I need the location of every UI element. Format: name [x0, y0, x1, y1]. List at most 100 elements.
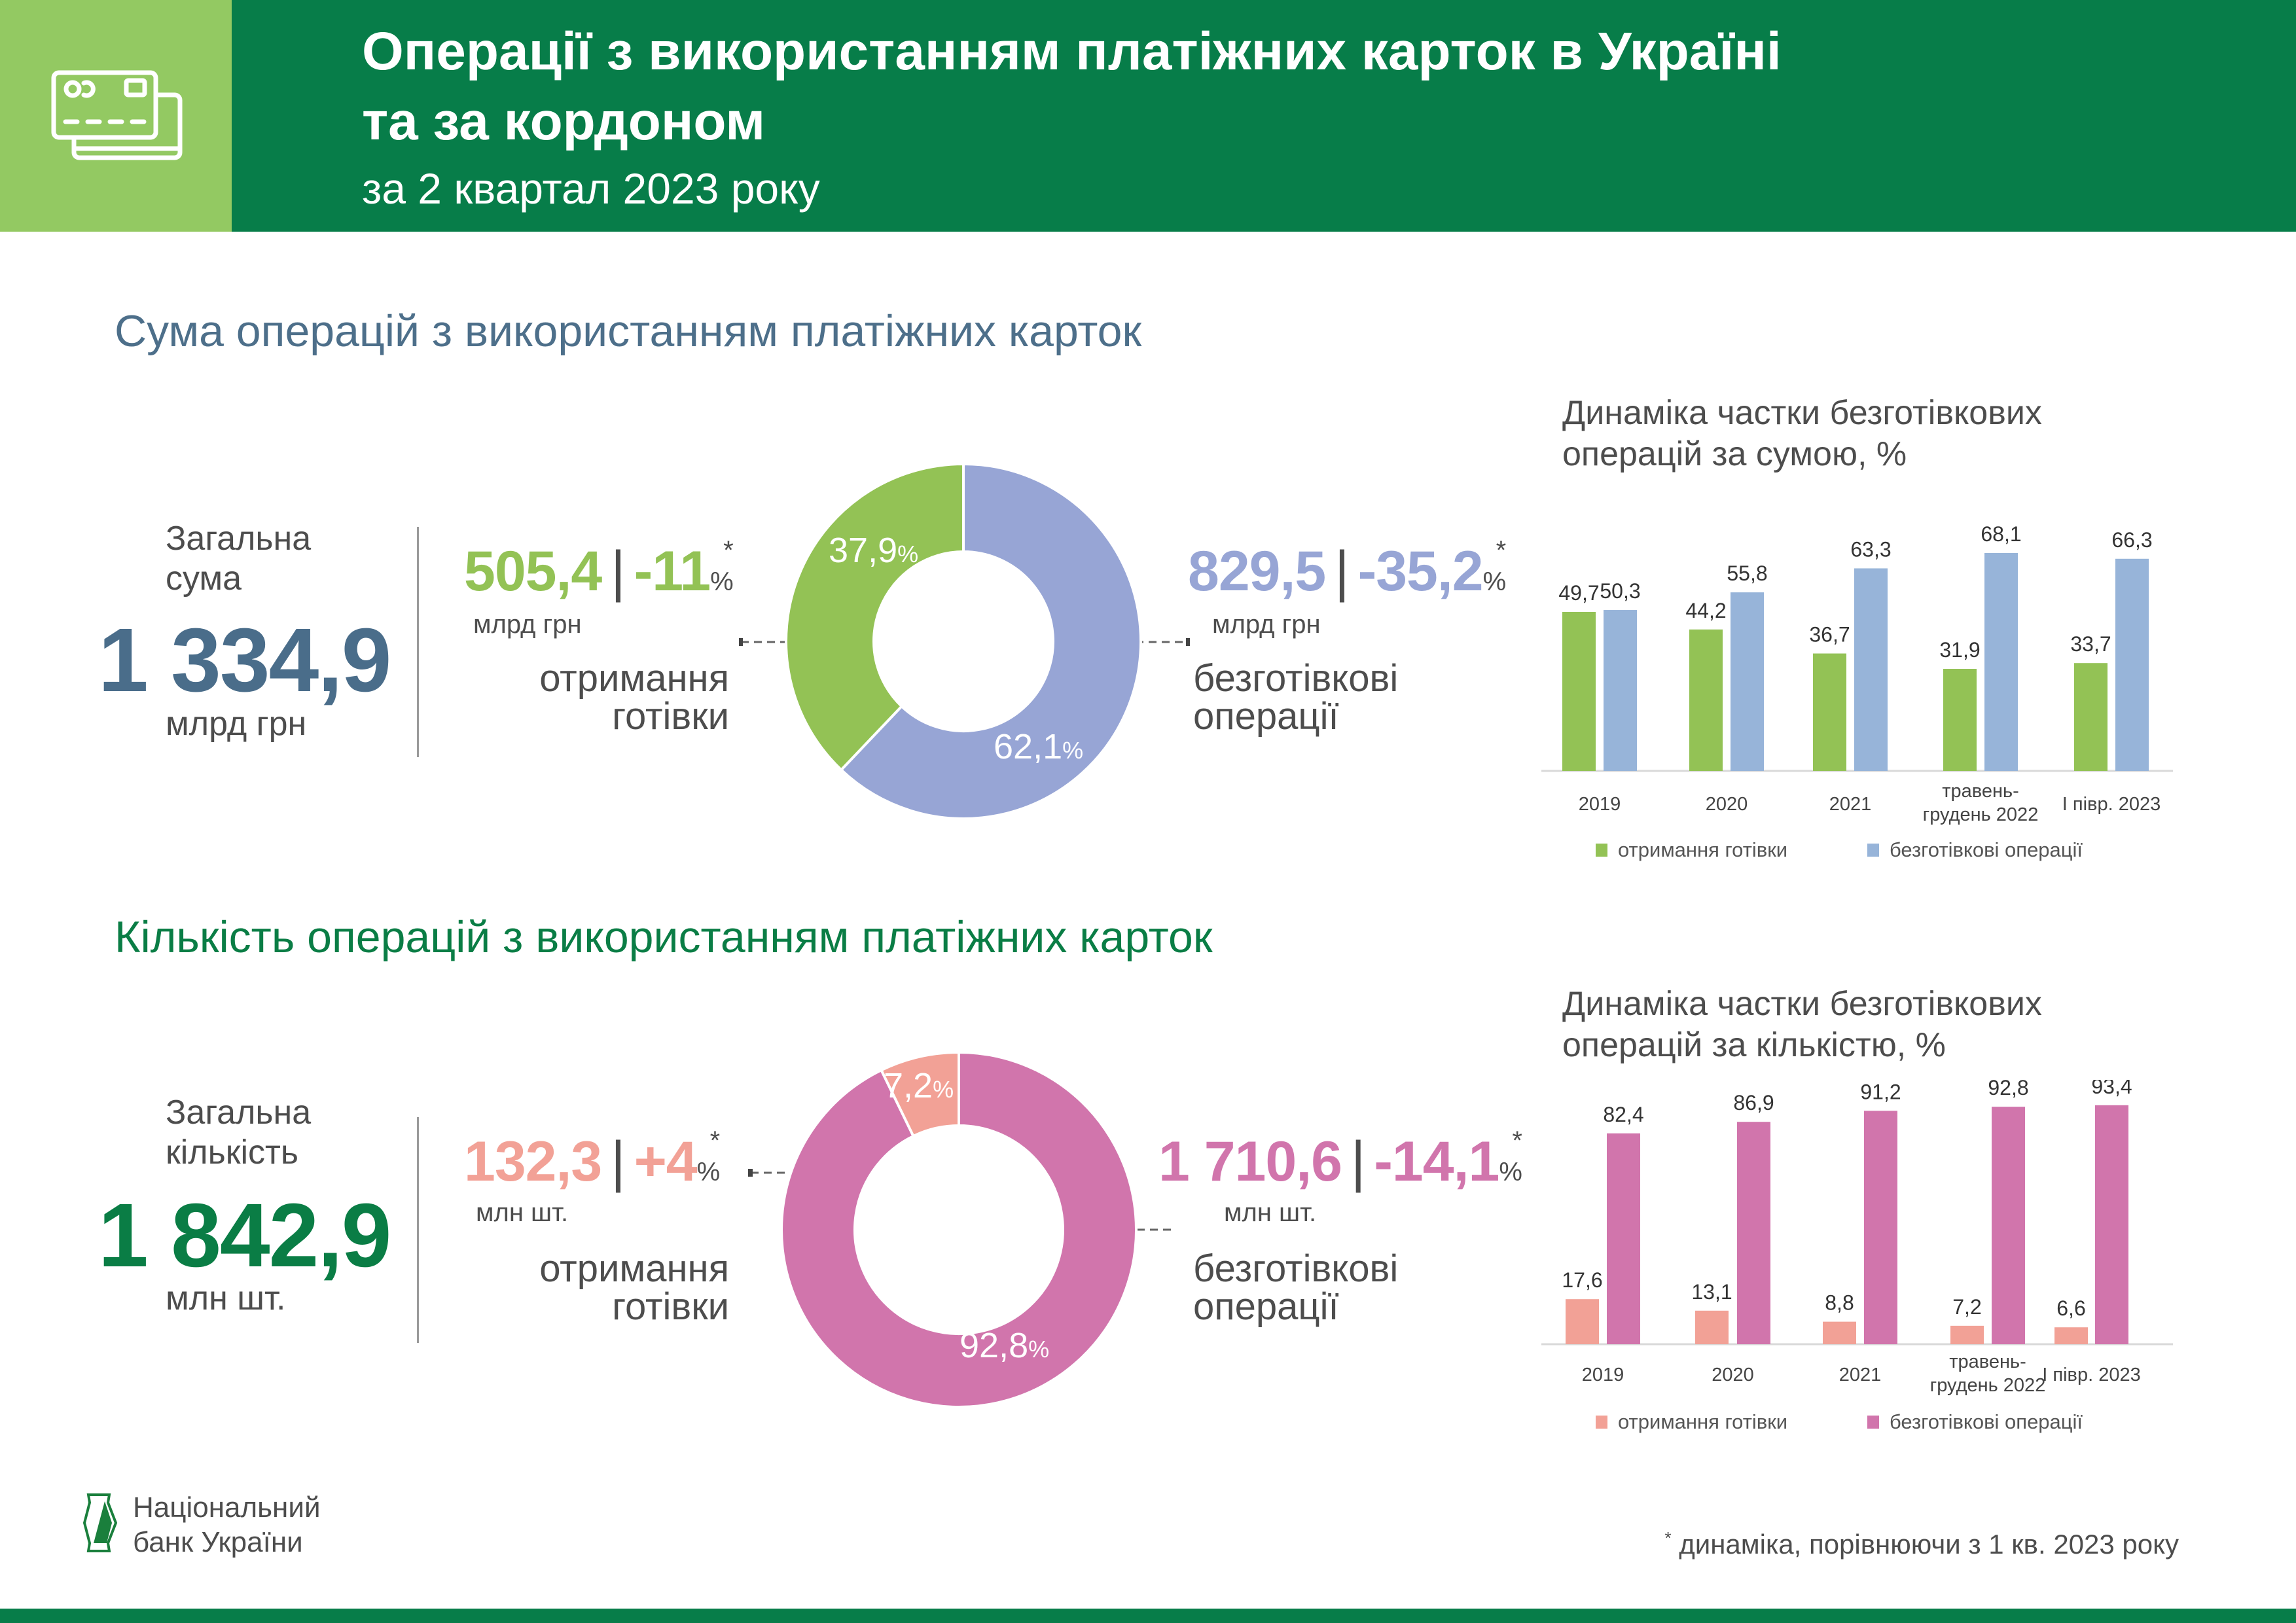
bar-value-label: 33,7 [2070, 632, 2111, 656]
count-donut-label-cash: 7,2% [884, 1066, 954, 1105]
count-bar-chart: 17,6 82,4 2019 13,1 86,9 2020 8,8 91,2 2021 7,2 92… [1541, 1080, 2173, 1433]
bar-2-1 [1864, 1111, 1897, 1344]
divider [417, 1117, 419, 1343]
sum-donut-chart [785, 462, 1142, 820]
x-tick-label: І півр. 2023 [2062, 794, 2161, 815]
bar-4-0 [2054, 1327, 2088, 1344]
page-title-line1: Операції з використанням платіжних карто… [362, 22, 1782, 81]
legend-swatch [1867, 844, 1879, 857]
x-tick-label: І півр. 2023 [2042, 1364, 2140, 1385]
bar-value-label: 49,7 [1558, 581, 1599, 605]
bar-value-label: 50,3 [1600, 579, 1640, 603]
bar-value-label: 44,2 [1685, 599, 1726, 622]
sum-total-unit: млрд грн [166, 705, 307, 743]
bar-value-label: 31,9 [1939, 638, 1980, 662]
sum-donut-label-cash: 37,9% [829, 531, 919, 570]
bar-2-0 [1813, 653, 1846, 771]
count-cashless-value: 1 710,6 [1158, 1130, 1342, 1193]
bar-1-0 [1689, 629, 1723, 771]
header-icon-panel [0, 0, 232, 232]
legend-swatch [1596, 1416, 1607, 1429]
logo-line1: Національний [133, 1491, 321, 1524]
header-banner [232, 0, 2296, 232]
count-bar-chart-title: Динаміка частки безготівкових операцій з… [1562, 985, 2042, 1065]
donut-slice-1 [780, 1050, 1138, 1408]
bar-1-0 [1695, 1310, 1729, 1344]
legend-label: безготівкові операції [1890, 838, 2083, 861]
x-tick-label: 2020 [1706, 794, 1748, 815]
count-total-value: 1 842,9 [98, 1185, 391, 1286]
count-cash-value: 132,3 [464, 1130, 602, 1193]
sum-section-heading: Сума операцій з використанням платіжних … [115, 306, 1142, 356]
bar-value-label: 68,1 [1981, 522, 2021, 546]
donut-slice-1 [839, 462, 1142, 820]
count-section-heading: Кількість операцій з використанням платі… [115, 912, 1213, 962]
bar-value-label: 91,2 [1860, 1080, 1901, 1103]
bar-value-label: 66,3 [2111, 528, 2152, 552]
count-cash-unit: млн шт. [476, 1198, 569, 1227]
count-cashless-unit: млн шт. [1224, 1198, 1317, 1227]
sum-cash-stat: 505,4 | -11% * [464, 536, 734, 603]
x-tick-label: 2021 [1829, 794, 1872, 815]
bar-1-1 [1737, 1122, 1770, 1344]
page-title-line2: та за кордоном [362, 92, 766, 151]
bar-value-label: 55,8 [1727, 562, 1767, 585]
x-tick-label: травень- [1949, 1351, 2026, 1372]
nbu-logo-icon [83, 1493, 118, 1552]
x-tick-label: грудень 2022 [1923, 804, 2039, 825]
bar-value-label: 36,7 [1809, 623, 1850, 647]
bar-value-label: 82,4 [1603, 1103, 1643, 1126]
bar-value-label: 63,3 [1850, 537, 1891, 561]
bar-2-0 [1823, 1321, 1856, 1344]
x-tick-label: травень- [1942, 781, 2019, 802]
credit-cards-icon [51, 70, 183, 160]
legend-swatch [1867, 1416, 1879, 1429]
bar-value-label: 7,2 [1952, 1295, 1981, 1319]
bar-value-label: 8,8 [1825, 1291, 1854, 1315]
bar-value-label: 6,6 [2056, 1296, 2085, 1320]
x-tick-label: 2019 [1579, 794, 1621, 815]
bar-value-label: 92,8 [1988, 1080, 2028, 1099]
sum-cash-unit: млрд грн [473, 610, 582, 639]
footnote: * динаміка, порівнюючи з 1 кв. 2023 року [1664, 1528, 2179, 1560]
legend-swatch [1596, 844, 1607, 857]
count-cashless-change: -14,1 [1374, 1130, 1499, 1193]
sum-donut-label-cashless: 62,1% [994, 727, 1084, 766]
bar-4-0 [2074, 663, 2108, 771]
count-cashless-stat: 1 710,6 | -14,1% * [1158, 1126, 1522, 1193]
sum-total-label-line2: сума [166, 560, 242, 598]
sum-cashless-label: безготівкові операції [1193, 657, 1399, 738]
count-cash-stat: 132,3 | +4% * [464, 1126, 720, 1193]
bar-value-label: 86,9 [1733, 1091, 1774, 1115]
bar-0-0 [1566, 1299, 1599, 1344]
count-total-unit: млн шт. [166, 1279, 286, 1317]
bar-0-1 [1607, 1133, 1640, 1344]
sum-total-label-line1: Загальна [166, 520, 312, 558]
sum-cashless-stat: 829,5 | -35,2% * [1188, 536, 1506, 603]
bar-1-1 [1731, 592, 1764, 771]
x-tick-label: 2019 [1582, 1364, 1624, 1385]
sum-cashless-value: 829,5 [1188, 540, 1326, 603]
bar-4-1 [2115, 558, 2149, 771]
divider [417, 527, 419, 757]
bar-3-1 [1992, 1107, 2025, 1344]
sum-cashless-unit: млрд грн [1212, 610, 1321, 639]
count-cash-change: +4 [634, 1130, 698, 1193]
bar-value-label: 17,6 [1562, 1268, 1602, 1292]
donut-slice-0 [785, 462, 965, 772]
donut-slice-0 [879, 1050, 960, 1138]
sum-cash-label: отримання готівки [539, 657, 729, 738]
x-tick-label: 2021 [1839, 1364, 1882, 1385]
sum-cashless-change: -35,2 [1357, 540, 1484, 603]
bottom-bar [0, 1609, 2296, 1623]
count-cash-label: отримання готівки [539, 1247, 729, 1328]
bar-2-1 [1854, 568, 1888, 771]
count-total-label: Загальна кількість [166, 1094, 312, 1172]
count-cashless-label: безготівкові операції [1193, 1247, 1399, 1328]
page-subtitle: за 2 квартал 2023 року [362, 164, 820, 213]
bar-0-1 [1604, 610, 1637, 771]
sum-total-label: Загальна сума [166, 519, 311, 599]
bar-4-1 [2095, 1105, 2128, 1344]
logo-line2: банк України [133, 1525, 303, 1558]
sum-bar-chart-title: Динаміка частки безготівкових операцій з… [1562, 394, 2042, 474]
